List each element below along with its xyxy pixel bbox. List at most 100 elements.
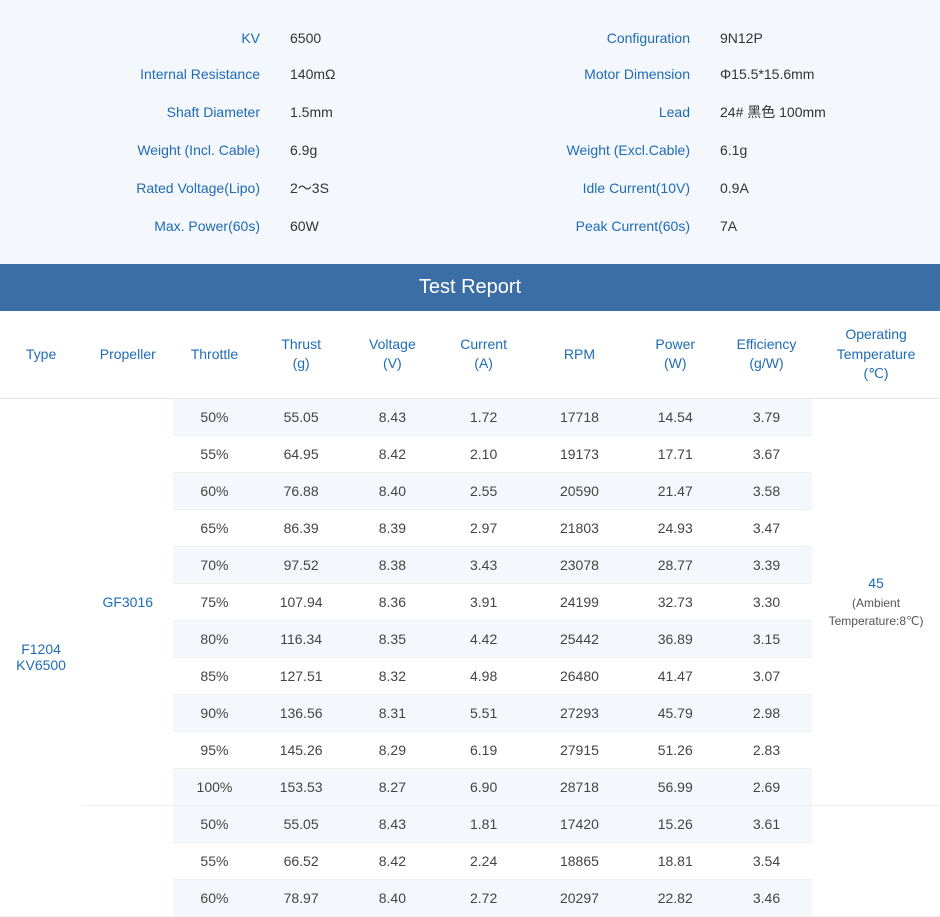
report-title: Test Report [0, 264, 940, 311]
data-cell: 76.88 [256, 472, 347, 509]
data-cell: 107.94 [256, 583, 347, 620]
data-cell: 136.56 [256, 694, 347, 731]
data-cell: 23078 [529, 546, 629, 583]
data-cell: 24.93 [630, 509, 721, 546]
spec-value: 60W [290, 218, 319, 234]
data-cell: 3.47 [721, 509, 812, 546]
data-cell: 3.43 [438, 546, 529, 583]
data-cell: 3.54 [721, 842, 812, 879]
data-cell: 24199 [529, 583, 629, 620]
table-row: 50%55.058.431.811742015.263.61 [0, 805, 940, 842]
data-cell: 22.82 [630, 879, 721, 916]
spec-row: Rated Voltage(Lipo)2～3SIdle Current(10V)… [40, 168, 900, 208]
data-cell: 27293 [529, 694, 629, 731]
spec-pair: Max. Power(60s)60W [40, 218, 470, 234]
column-header: Power(W) [630, 311, 721, 398]
propeller-cell [82, 805, 173, 916]
data-cell: 65% [173, 509, 255, 546]
spec-value: 1.5mm [290, 104, 333, 120]
data-cell: 97.52 [256, 546, 347, 583]
spec-label: Lead [470, 104, 720, 120]
temperature-cell [812, 805, 940, 916]
column-header: Efficiency(g/W) [721, 311, 812, 398]
data-cell: 50% [173, 805, 255, 842]
spec-row: Max. Power(60s)60WPeak Current(60s)7A [40, 208, 900, 244]
data-cell: 8.31 [347, 694, 438, 731]
specs-panel: KV6500Configuration9N12PInternal Resista… [0, 0, 940, 264]
spec-row: Shaft Diameter1.5mm Lead24# 黑色 100mm [40, 92, 900, 132]
data-cell: 19173 [529, 435, 629, 472]
spec-value: 24# 黑色 100mm [720, 102, 826, 122]
data-cell: 50% [173, 398, 255, 435]
data-cell: 8.35 [347, 620, 438, 657]
data-cell: 2.83 [721, 731, 812, 768]
spec-pair: Peak Current(60s)7A [470, 218, 900, 234]
column-header: Throttle [173, 311, 255, 398]
data-cell: 27915 [529, 731, 629, 768]
table-body: F1204KV6500GF301650%55.058.431.721771814… [0, 398, 940, 916]
data-cell: 90% [173, 694, 255, 731]
data-cell: 28.77 [630, 546, 721, 583]
data-cell: 8.43 [347, 398, 438, 435]
data-cell: 2.10 [438, 435, 529, 472]
data-cell: 8.29 [347, 731, 438, 768]
data-cell: 20590 [529, 472, 629, 509]
data-cell: 4.98 [438, 657, 529, 694]
data-cell: 41.47 [630, 657, 721, 694]
temp-ambient: (Ambient Temperature:8℃) [816, 594, 936, 630]
data-cell: 45.79 [630, 694, 721, 731]
spec-label: Idle Current(10V) [470, 180, 720, 196]
spec-pair: Weight (Incl. Cable)6.9g [40, 142, 470, 158]
spec-row: Internal Resistance140mΩ Motor DimensionΦ… [40, 56, 900, 92]
data-cell: 56.99 [630, 768, 721, 805]
data-cell: 3.91 [438, 583, 529, 620]
column-header: Current(A) [438, 311, 529, 398]
spec-label: Max. Power(60s) [40, 218, 290, 234]
table-header-row: TypePropellerThrottleThrust(g)Voltage(V)… [0, 311, 940, 398]
spec-label: Internal Resistance [40, 66, 290, 82]
data-cell: 5.51 [438, 694, 529, 731]
table-row: F1204KV6500GF301650%55.058.431.721771814… [0, 398, 940, 435]
data-cell: 153.53 [256, 768, 347, 805]
data-cell: 95% [173, 731, 255, 768]
data-cell: 70% [173, 546, 255, 583]
data-cell: 78.97 [256, 879, 347, 916]
spec-pair: Motor DimensionΦ15.5*15.6mm [470, 66, 900, 82]
data-cell: 60% [173, 472, 255, 509]
data-cell: 2.69 [721, 768, 812, 805]
data-cell: 55% [173, 842, 255, 879]
spec-label: Shaft Diameter [40, 104, 290, 120]
data-cell: 8.39 [347, 509, 438, 546]
spec-value: 7A [720, 218, 737, 234]
data-cell: 17.71 [630, 435, 721, 472]
data-cell: 8.42 [347, 435, 438, 472]
spec-pair: Idle Current(10V)0.9A [470, 178, 900, 198]
test-report-table: TypePropellerThrottleThrust(g)Voltage(V)… [0, 311, 940, 917]
data-cell: 14.54 [630, 398, 721, 435]
column-header: Thrust(g) [256, 311, 347, 398]
spec-label: Rated Voltage(Lipo) [40, 180, 290, 196]
spec-label: Configuration [470, 30, 720, 46]
data-cell: 26480 [529, 657, 629, 694]
data-cell: 8.38 [347, 546, 438, 583]
spec-value: 140mΩ [290, 66, 336, 82]
data-cell: 2.97 [438, 509, 529, 546]
data-cell: 2.55 [438, 472, 529, 509]
spec-value: 6.9g [290, 142, 317, 158]
spec-label: Peak Current(60s) [470, 218, 720, 234]
data-cell: 28718 [529, 768, 629, 805]
data-cell: 25442 [529, 620, 629, 657]
data-cell: 2.24 [438, 842, 529, 879]
spec-value: 6500 [290, 30, 321, 46]
data-cell: 55.05 [256, 805, 347, 842]
spec-pair: Weight (Excl.Cable)6.1g [470, 142, 900, 158]
spec-row: KV6500Configuration9N12P [40, 20, 900, 56]
data-cell: 18.81 [630, 842, 721, 879]
data-cell: 18865 [529, 842, 629, 879]
data-cell: 8.43 [347, 805, 438, 842]
data-cell: 21803 [529, 509, 629, 546]
column-header: OperatingTemperature(℃) [812, 311, 940, 398]
data-cell: 55% [173, 435, 255, 472]
data-cell: 20297 [529, 879, 629, 916]
spec-pair: Lead24# 黑色 100mm [470, 102, 900, 122]
